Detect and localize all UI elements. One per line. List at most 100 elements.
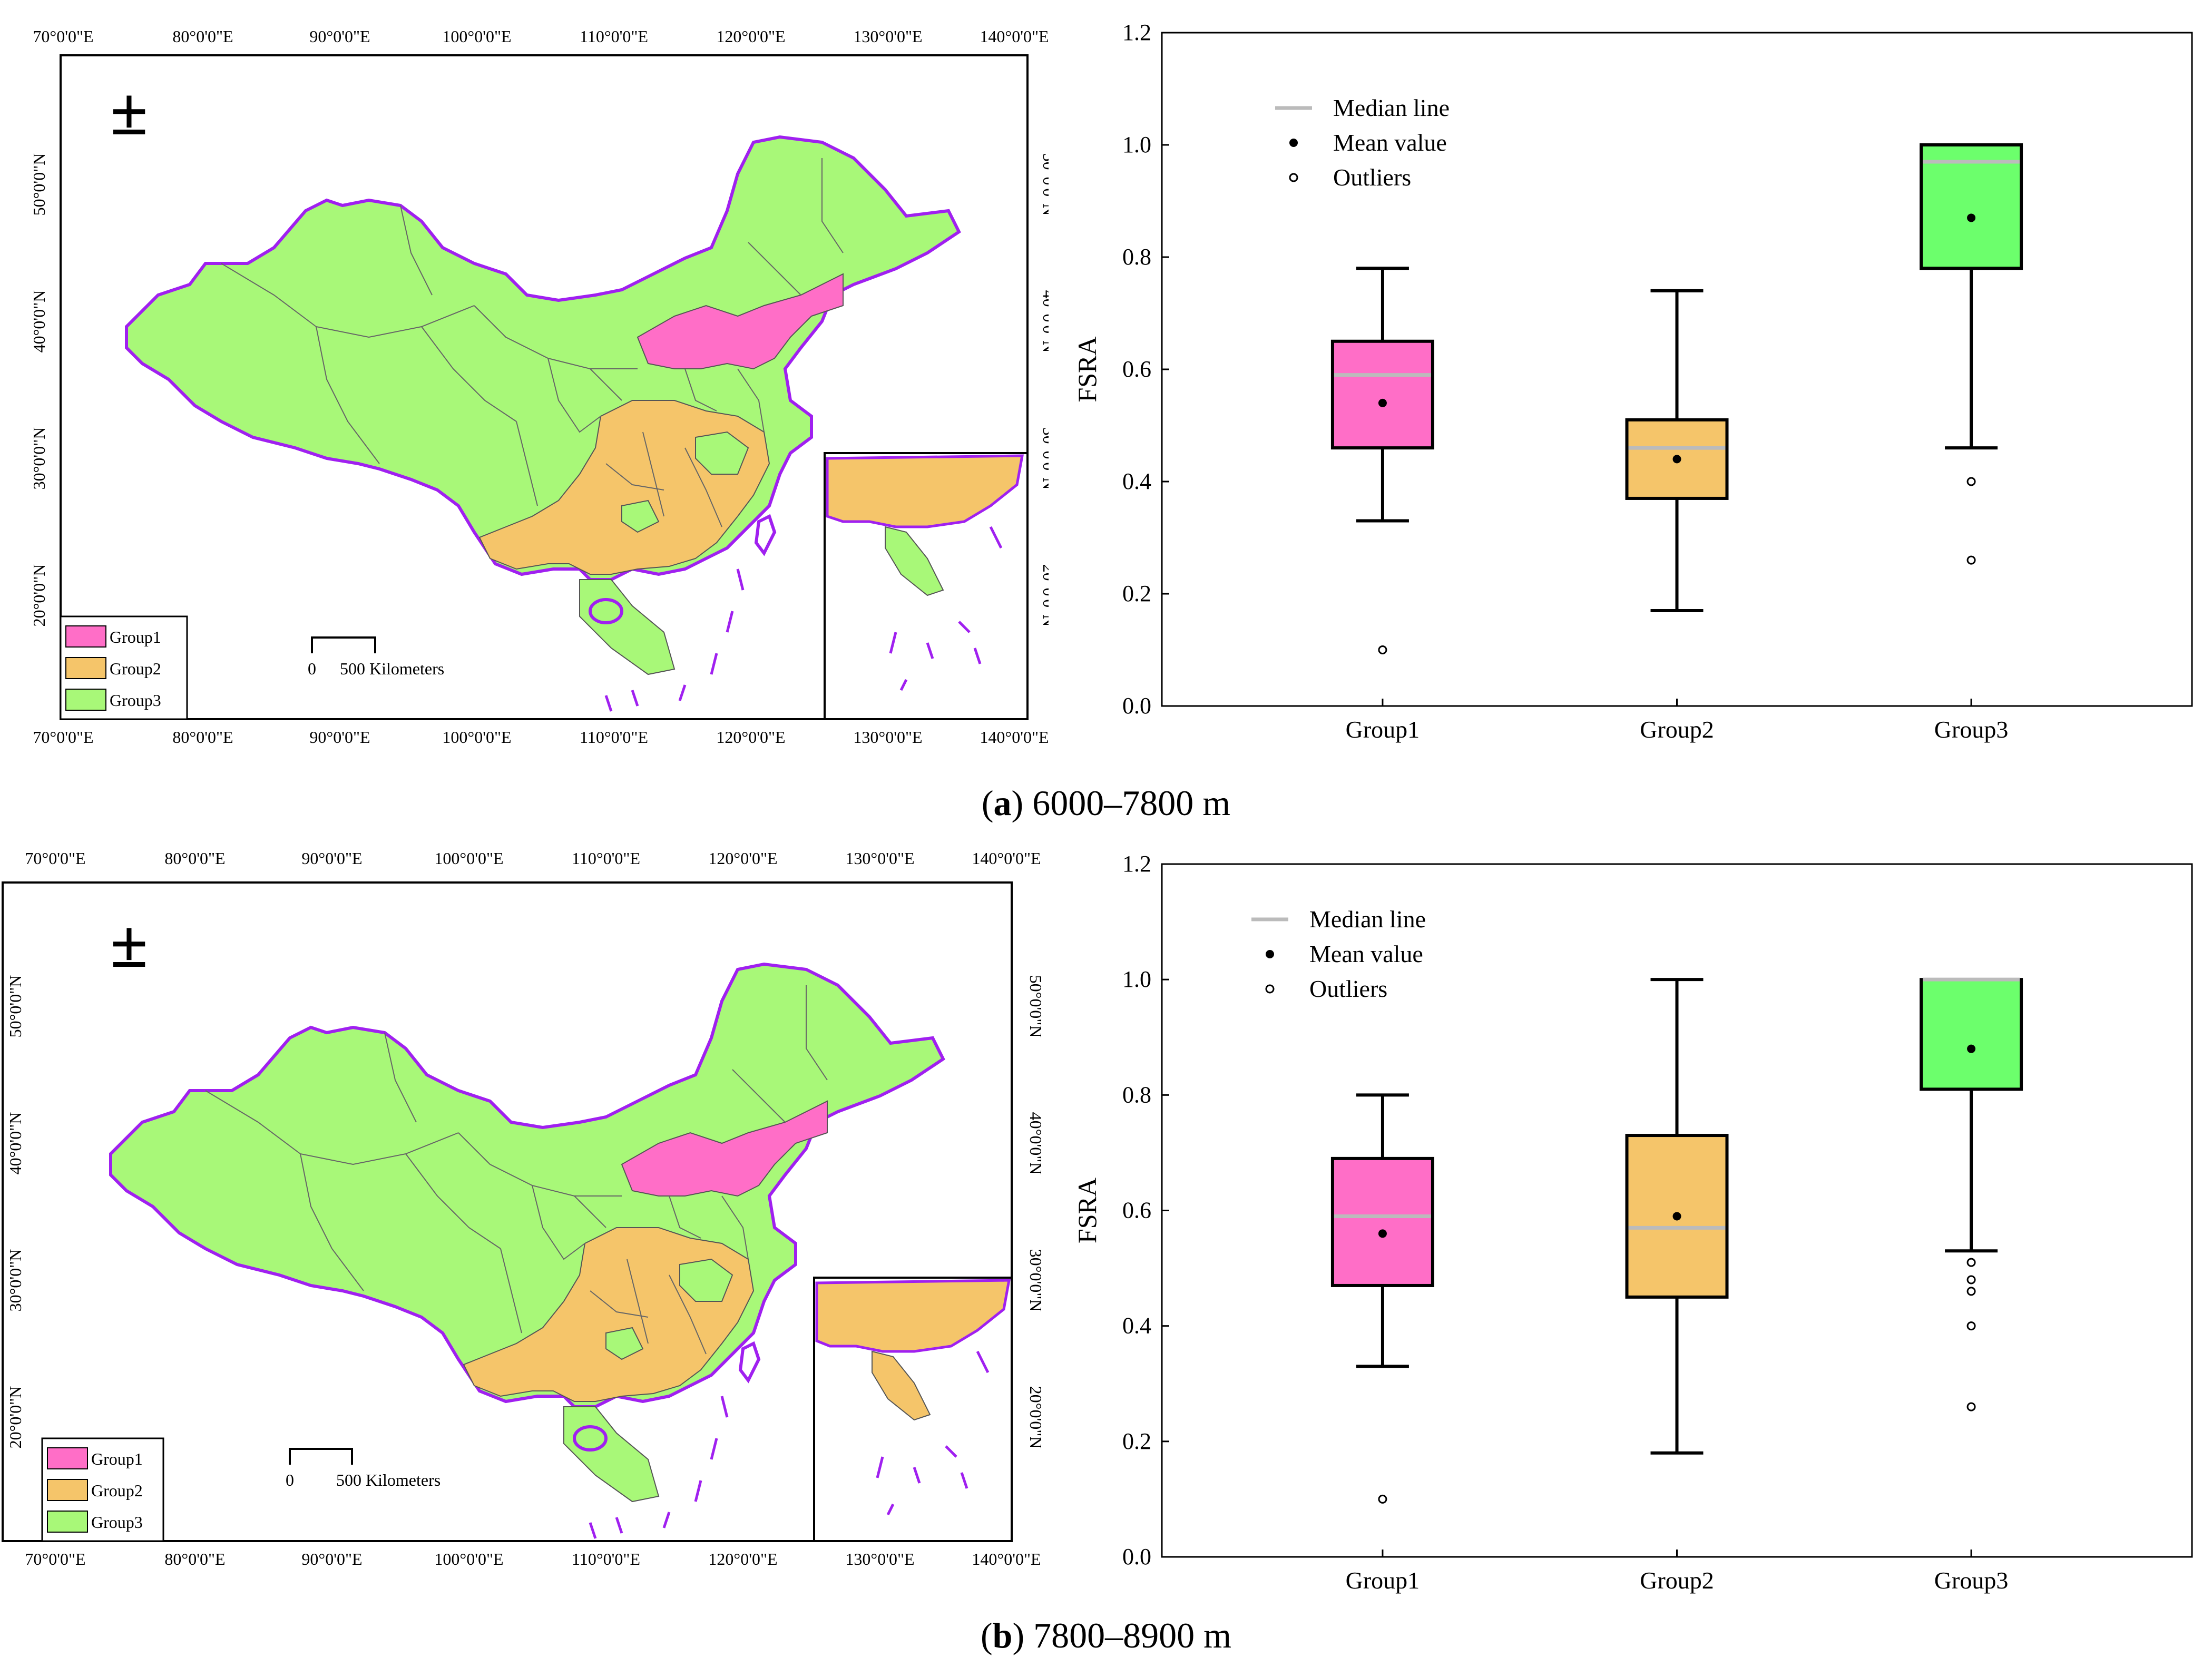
map-a-lon-ticks-bottom: 70°0'0"E 80°0'0"E 90°0'0"E 100°0'0"E 110… [33,728,1049,747]
outlier-point [1966,1287,1976,1296]
lon-tick: 80°0'0"E [172,27,233,46]
y-tick-label: 1.0 [1122,966,1151,992]
box-group1 [1330,339,1434,450]
legend-outlier-label: Outliers [1309,975,1387,1002]
map-panel-b: 70°0'0"E 80°0'0"E 90°0'0"E 100°0'0"E 110… [0,832,1049,1583]
caption-a-text: 6000–7800 m [1032,783,1231,823]
legend-label-group3: Group3 [91,1513,143,1532]
legend-mean-label: Mean value [1309,940,1423,967]
lon-tick: 70°0'0"E [33,728,93,747]
legend-mean-label: Mean value [1333,129,1447,156]
caption-b-letter: b [992,1615,1013,1655]
map-panel-a: 70°0'0"E 80°0'0"E 90°0'0"E 100°0'0"E 110… [0,0,1059,751]
legend-outlier-label: Outliers [1333,164,1411,191]
lon-tick: 110°0'0"E [580,27,648,46]
caption-a: (a) 6000–7800 m [981,783,1231,823]
y-tick-label: 0.2 [1122,1428,1151,1454]
x-tick-label: Group2 [1640,1567,1714,1594]
legend-label-group2: Group2 [110,659,161,678]
x-tick-label: Group3 [1934,1567,2009,1594]
caption-a-letter: a [993,783,1012,823]
legend-label-group3: Group3 [110,691,161,710]
lon-tick: 130°0'0"E [845,1550,914,1568]
x-tick-label: Group1 [1346,716,1420,743]
y-tick-label: 0.4 [1122,468,1151,494]
lon-tick: 70°0'0"E [25,849,85,868]
mean-point [1378,1229,1387,1238]
lon-tick: 130°0'0"E [853,27,922,46]
lon-tick: 100°0'0"E [434,849,503,868]
map-b-inset [813,1277,1013,1542]
y-tick-label: 0.6 [1122,1198,1151,1223]
scale-label: 500 Kilometers [340,659,444,678]
lon-tick: 80°0'0"E [164,849,225,868]
map-a-lon-ticks-top: 70°0'0"E 80°0'0"E 90°0'0"E 100°0'0"E 110… [33,27,1049,46]
lon-tick: 130°0'0"E [845,849,914,868]
lon-tick: 120°0'0"E [708,849,777,868]
lat-tick: 20°0'0"N [6,1386,25,1449]
legend-swatch-group3 [47,1511,88,1533]
legend-swatch-group1 [65,625,106,648]
lon-tick: 90°0'0"E [301,1550,362,1568]
box-group3 [1920,978,2023,1091]
lat-tick: 40°0'0"N [6,1112,25,1175]
legend-label-group1: Group1 [91,1449,143,1468]
caption-b: (b) 7800–8900 m [980,1615,1232,1655]
north-arrow-icon: ± [110,906,148,982]
lon-tick: 100°0'0"E [442,27,511,46]
lon-tick: 80°0'0"E [164,1550,225,1568]
legend-label-group2: Group2 [91,1481,143,1500]
x-tick-label: Group2 [1640,716,1714,743]
legend-mean-swatch [1289,139,1298,147]
lon-tick: 110°0'0"E [580,728,648,747]
boxplot-b: 0.0 0.2 0.4 0.6 0.8 1.0 1.2 FSRA Group1 Group2 Gro… [1072,851,2193,1594]
y-tick-label: 0.8 [1122,1082,1151,1107]
lat-tick: 50°0'0"N [1026,975,1045,1038]
legend-median-label: Median line [1333,94,1450,121]
scale-label: 500 Kilometers [336,1470,441,1489]
lon-tick: 140°0'0"E [972,849,1041,868]
lon-tick: 70°0'0"E [33,27,93,46]
lon-tick: 110°0'0"E [572,849,640,868]
scale-zero: 0 [308,659,316,678]
x-tick-label: Group3 [1934,716,2009,743]
map-b-lon-ticks-bottom: 70°0'0"E 80°0'0"E 90°0'0"E 100°0'0"E 110… [25,1550,1041,1568]
legend-mean-swatch [1266,950,1274,958]
map-b-lon-ticks-top: 70°0'0"E 80°0'0"E 90°0'0"E 100°0'0"E 110… [25,849,1041,868]
outlier-point [1966,1321,1976,1331]
legend-outlier-swatch [1289,173,1298,182]
y-tick-label: 0.0 [1122,693,1151,719]
lon-tick: 120°0'0"E [716,728,785,747]
legend-median-label: Median line [1309,906,1426,933]
y-tick-label: 0.8 [1122,244,1151,270]
outlier-point [1966,1258,1976,1267]
outlier-point [1966,555,1976,565]
lon-tick: 140°0'0"E [972,1550,1041,1568]
lon-tick: 120°0'0"E [708,1550,777,1568]
map-b-scale-bar: 0 500 Kilometers [286,1448,441,1489]
lon-tick: 120°0'0"E [716,27,785,46]
lon-tick: 90°0'0"E [309,27,370,46]
outlier-point [1966,477,1976,486]
legend-outlier-swatch [1265,984,1275,994]
y-tick-label: 0.0 [1122,1544,1151,1570]
caption-b-text: 7800–8900 m [1033,1615,1232,1655]
mean-point [1967,1044,1976,1053]
outlier-point [1378,1494,1387,1504]
lat-tick: 30°0'0"N [6,1249,25,1312]
legend-swatch-group1 [47,1447,88,1469]
legend-swatch-group2 [65,657,106,679]
map-b-legend: Group1 Group2 Group3 [41,1437,164,1542]
mean-point [1672,1212,1681,1221]
lon-tick: 80°0'0"E [172,728,233,747]
north-arrow-icon: ± [110,74,148,150]
x-tick-label: Group1 [1346,1567,1420,1594]
boxplot-a: 0.0 0.2 0.4 0.6 0.8 1.0 1.2 FSRA Group1 Group2 Gro… [1072,19,2193,743]
lat-tick: 40°0'0"N [30,290,48,353]
outlier-point [1966,1275,1976,1284]
y-axis-label: FSRA [1072,336,1102,402]
lat-tick: 20°0'0"N [1026,1386,1045,1449]
y-tick-label: 0.4 [1122,1313,1151,1339]
lon-tick: 110°0'0"E [572,1550,640,1568]
map-a-inset [824,452,1029,720]
